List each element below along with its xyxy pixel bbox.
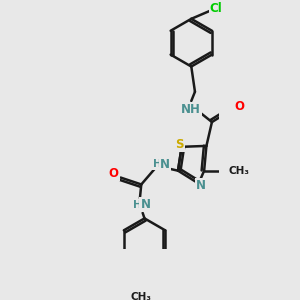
Text: NH: NH (182, 103, 201, 116)
Text: S: S (176, 139, 184, 152)
Text: H: H (153, 159, 162, 169)
Text: CH₃: CH₃ (131, 292, 152, 300)
Text: O: O (109, 167, 119, 180)
Text: CH₃: CH₃ (229, 166, 250, 176)
Text: N: N (196, 179, 206, 192)
Text: N: N (140, 198, 150, 211)
Text: O: O (235, 100, 244, 113)
Text: Cl: Cl (210, 2, 222, 15)
Text: H: H (133, 200, 142, 210)
Text: N: N (160, 158, 170, 171)
